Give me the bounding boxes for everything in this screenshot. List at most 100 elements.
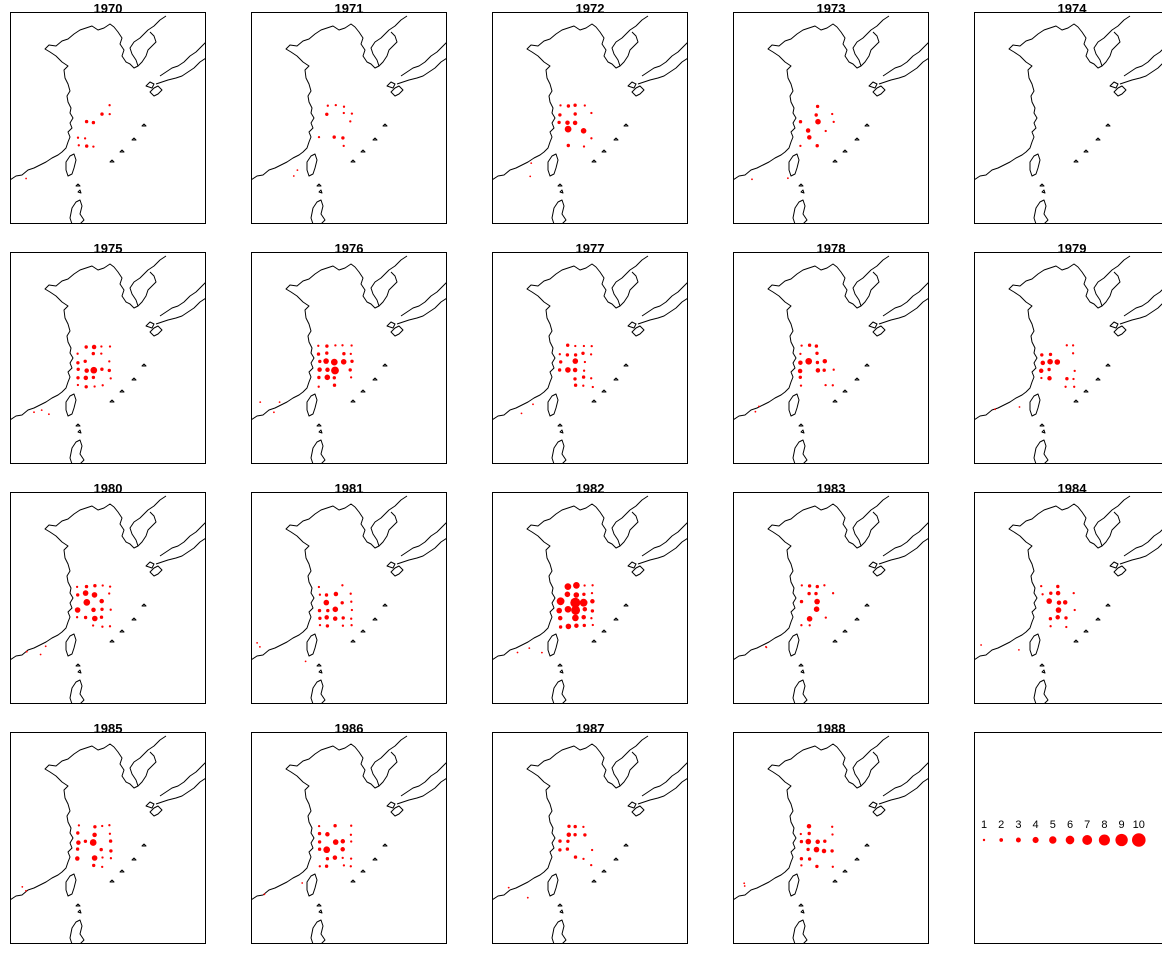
occurrence-marker	[76, 840, 81, 845]
coastline-path	[1073, 639, 1079, 643]
occurrence-marker	[92, 832, 97, 838]
map-svg	[733, 492, 929, 704]
map-frame	[251, 492, 447, 704]
coastline-path	[350, 159, 356, 163]
occurrence-marker	[342, 105, 346, 108]
map-panel-1973: 1973	[733, 0, 929, 224]
coastline-path	[137, 511, 157, 547]
legend-size-label: 7	[1084, 819, 1090, 831]
coastline-path	[65, 633, 77, 657]
map-svg	[733, 252, 929, 464]
occurrence-marker	[1046, 598, 1052, 604]
occurrence-marker	[572, 120, 578, 126]
map-border	[492, 492, 688, 704]
occurrence-marker	[583, 360, 587, 364]
occurrence-marker	[815, 118, 821, 125]
map-frame	[974, 252, 1162, 464]
coastline-path	[386, 81, 396, 89]
occurrence-marker	[100, 607, 104, 611]
map-svg	[251, 12, 447, 224]
occurrence-marker	[590, 344, 593, 348]
coastline-path	[360, 629, 366, 633]
occurrence-marker	[108, 832, 112, 835]
occurrence-marker	[1072, 377, 1075, 381]
occurrence-marker	[318, 593, 322, 596]
coastline-path	[131, 137, 137, 141]
coastline-path	[382, 123, 388, 127]
occurrence-marker	[573, 855, 578, 859]
occurrence-marker	[108, 360, 111, 363]
map-svg	[974, 252, 1162, 464]
coastline-path	[378, 271, 398, 307]
coastline-path	[798, 423, 804, 427]
occurrence-marker	[101, 865, 104, 869]
occurrence-marker	[85, 144, 89, 148]
occurrence-marker	[349, 857, 353, 860]
coastline-path	[396, 297, 447, 325]
occurrence-marker	[109, 849, 113, 853]
coastline-path	[75, 903, 81, 907]
occurrence-marker	[1018, 406, 1021, 408]
occurrence-marker	[815, 360, 820, 365]
coastline-path	[854, 857, 860, 861]
occurrence-marker	[564, 125, 572, 133]
occurrence-marker	[1062, 600, 1068, 605]
coastline-path	[1073, 159, 1079, 163]
coastline-path	[788, 633, 800, 657]
occurrence-marker	[799, 384, 803, 387]
occurrence-marker	[263, 893, 266, 896]
map-panel-1974: 1974	[974, 0, 1162, 224]
occurrence-marker	[84, 368, 89, 373]
coastline-path	[1101, 31, 1121, 67]
coastline-path	[386, 561, 396, 569]
coastline-path	[1123, 49, 1162, 77]
coastline-path	[1113, 85, 1127, 97]
occurrence-marker	[557, 615, 563, 621]
occurrence-marker	[101, 584, 104, 587]
occurrence-marker	[590, 617, 593, 620]
occurrence-marker	[573, 383, 578, 387]
coastline-path	[155, 297, 206, 325]
occurrence-marker	[1047, 376, 1052, 381]
occurrence-marker	[92, 863, 96, 868]
occurrence-marker	[813, 846, 820, 853]
coastline-path	[1119, 303, 1162, 325]
map-panel-1978: 1978	[733, 240, 929, 464]
occurrence-marker	[798, 375, 802, 379]
occurrence-marker	[1071, 344, 1075, 347]
occurrence-marker	[341, 584, 344, 587]
occurrence-marker	[823, 839, 827, 843]
occurrence-marker	[807, 831, 811, 836]
occurrence-marker	[108, 592, 111, 595]
coastline-path	[306, 633, 318, 657]
map-frame	[492, 732, 688, 944]
occurrence-marker	[349, 376, 353, 379]
occurrence-marker	[822, 368, 826, 372]
coastline-path	[310, 679, 326, 704]
coastline-path	[1029, 393, 1041, 417]
occurrence-marker	[76, 831, 80, 835]
coastline-path	[860, 31, 880, 67]
occurrence-marker	[558, 848, 562, 852]
map-frame	[10, 492, 206, 704]
panel-year-title: 1979	[1057, 241, 1087, 256]
coastline-path	[75, 423, 81, 427]
map-panel-1976: 1976	[251, 240, 447, 464]
occurrence-marker	[798, 360, 803, 365]
occurrence-marker	[324, 615, 329, 620]
map-frame	[733, 12, 929, 224]
map-svg	[10, 492, 206, 704]
coastline-path	[868, 321, 878, 329]
coastline-path	[627, 801, 637, 809]
panel-year-title: 1975	[93, 241, 123, 256]
occurrence-marker	[805, 128, 811, 133]
occurrence-marker	[99, 847, 103, 852]
coastline-path	[613, 617, 619, 621]
occurrence-marker	[814, 113, 818, 117]
map-panel-1977: 1977	[492, 240, 688, 464]
occurrence-marker	[1073, 608, 1076, 612]
coastline-path	[131, 617, 137, 621]
coastline-path	[378, 511, 398, 547]
occurrence-marker	[324, 864, 329, 868]
